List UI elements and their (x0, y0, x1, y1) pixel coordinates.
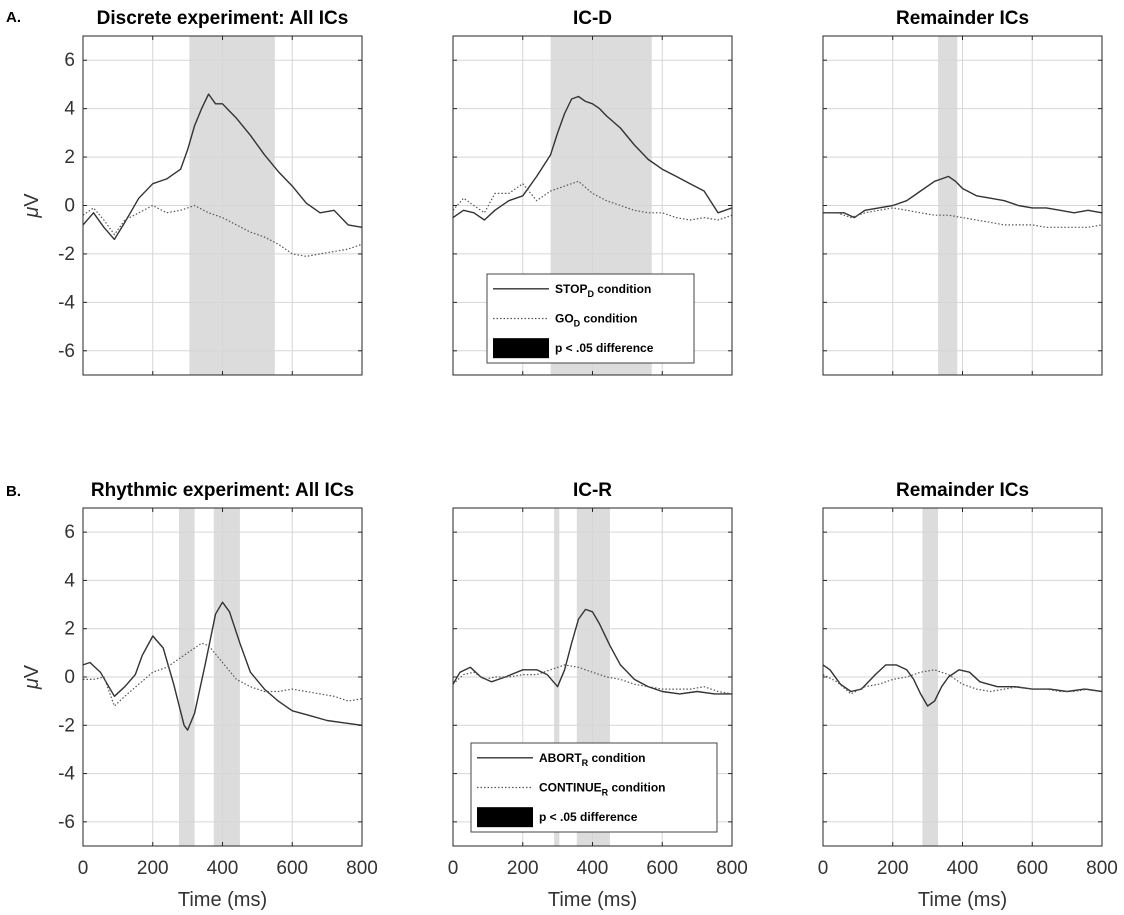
panel-title: Remainder ICs (896, 480, 1029, 501)
chart-panel-1: -6 -4 -2 0 2 4 6 Discrete experiment: All ICs μV (21, 8, 363, 376)
series-line-solid (82, 601, 363, 731)
legend-swatch-patch (493, 338, 549, 359)
x-tick-label: 0 (818, 858, 829, 879)
legend-label-base: p < .05 difference (539, 810, 638, 824)
y-tick-label: 6 (64, 50, 75, 71)
x-tick-label: 0 (78, 858, 89, 879)
x-tick-label: 400 (577, 858, 609, 879)
legend-label-2: CONTINUER condition (539, 781, 666, 798)
legend-label-base: ABORT (539, 751, 582, 765)
x-tick-label: 800 (716, 858, 748, 879)
series-line-dotted (452, 664, 733, 695)
x-axis-label: Time (ms) (548, 889, 637, 911)
series-line-solid (823, 175, 1103, 219)
x-tick-label: 600 (646, 858, 678, 879)
y-tick-label: 0 (64, 667, 75, 688)
y-tick-label: -2 (58, 244, 75, 265)
panel-title: Discrete experiment: All ICs (97, 8, 349, 29)
x-tick-label: 800 (346, 858, 378, 879)
y-tick-label: -2 (58, 715, 75, 736)
panel-title: IC-D (573, 8, 612, 29)
y-tick-label: 4 (64, 570, 75, 591)
panel-title: Remainder ICs (896, 8, 1029, 29)
legend-swatch-patch (477, 807, 533, 828)
legend-label-subscript: R (582, 758, 589, 768)
row-b-letter: B. (6, 483, 21, 500)
y-axis-label-mu: μ (21, 207, 43, 219)
legend-label-suffix: condition (594, 282, 651, 296)
legend-label-1: STOPD condition (555, 282, 651, 299)
row-a-letter: A. (6, 9, 21, 26)
x-tick-label: 0 (448, 858, 459, 879)
legend-label-base: p < .05 difference (555, 341, 654, 355)
x-axis-label: Time (ms) (178, 889, 267, 911)
y-axis-label-mu: μ (21, 678, 43, 690)
x-axis-label: Time (ms) (918, 889, 1007, 911)
y-tick-label: -4 (58, 292, 75, 313)
y-tick-label: 2 (64, 619, 75, 640)
legend-label-3: p < .05 difference (555, 341, 654, 355)
legend-label-subscript: R (602, 788, 609, 798)
chart-panel-6: 0 200 400 600 800 Remainder ICs Time (ms) (818, 480, 1118, 911)
panel-title: IC-R (573, 480, 612, 501)
panel-title: Rhythmic experiment: All ICs (91, 480, 354, 501)
legend-label-base: CONTINUE (539, 781, 602, 795)
series-line-dotted (452, 180, 733, 221)
x-tick-label: 800 (1086, 858, 1118, 879)
y-tick-label: -4 (58, 764, 75, 785)
y-tick-label: -6 (58, 341, 75, 362)
y-tick-label: -6 (58, 812, 75, 833)
legend-label-3: p < .05 difference (539, 810, 638, 824)
chart-panel-3: Remainder ICs (822, 8, 1103, 376)
y-axis-label: μV (21, 193, 43, 219)
series-line-solid (452, 95, 733, 221)
legend-label-subscript: D (574, 319, 581, 329)
legend-label-subscript: D (587, 289, 594, 299)
y-axis-label-unit: V (21, 193, 43, 207)
legend-label-base: STOP (555, 282, 587, 296)
y-tick-label: 4 (64, 99, 75, 120)
x-tick-label: 200 (507, 858, 539, 879)
series-line-solid (452, 608, 732, 695)
x-tick-label: 400 (947, 858, 979, 879)
chart-panel-4: -6 -4 -2 0 2 4 6 0 200 400 600 800 Rhythmic experime… (21, 480, 378, 911)
x-tick-label: 600 (276, 858, 308, 879)
legend-label-suffix: condition (608, 781, 665, 795)
x-tick-label: 400 (207, 858, 239, 879)
x-tick-label: 200 (137, 858, 169, 879)
y-tick-label: 2 (64, 147, 75, 168)
x-tick-label: 600 (1016, 858, 1048, 879)
y-axis-label-unit: V (21, 664, 43, 678)
legend-label-1: ABORTR condition (539, 751, 646, 768)
legend-label-2: GOD condition (555, 312, 638, 329)
legend-label-suffix: condition (580, 312, 637, 326)
x-tick-label: 200 (877, 858, 909, 879)
y-tick-label: 0 (64, 196, 75, 217)
legend-label-suffix: condition (588, 751, 645, 765)
legend-label-base: GO (555, 312, 574, 326)
y-tick-label: 6 (64, 522, 75, 543)
y-axis-label: μV (21, 664, 43, 690)
